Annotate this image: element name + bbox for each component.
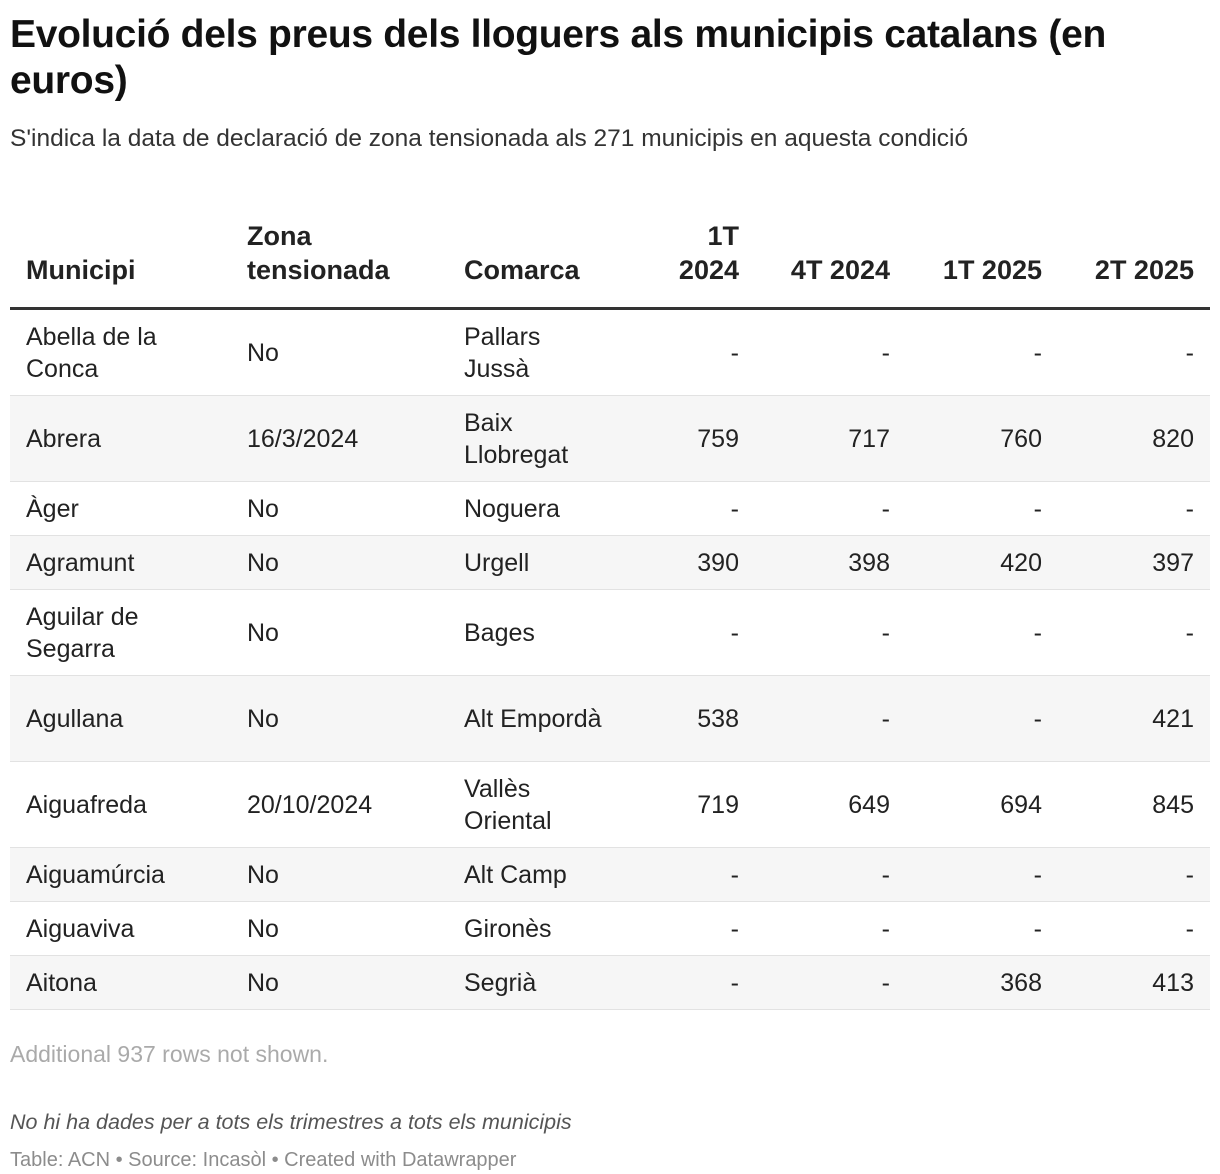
data-table: Municipi Zona tensionada Comarca 1T 2024… [10, 219, 1210, 1010]
cell-1t-2025: 694 [906, 761, 1058, 848]
cell-2t-2025: - [1058, 481, 1210, 536]
cell-1t-2024: 538 [628, 675, 755, 762]
cell-4t-2024: - [755, 901, 906, 956]
cell-municipi: Aiguamúrcia [10, 847, 231, 902]
table-row: Abrera 16/3/2024 Baix Llobregat 759 717 760 82… [10, 395, 1210, 482]
table-row: Abella de la Conca No Pallars Jussà - - - - [10, 308, 1210, 396]
cell-4t-2024: 398 [755, 535, 906, 590]
cell-zona-tensionada: 16/3/2024 [231, 395, 448, 482]
cell-4t-2024: 717 [755, 395, 906, 482]
cell-comarca: Baix Llobregat [448, 395, 628, 482]
data-note: No hi ha dades per a tots els trimestres… [10, 1110, 572, 1134]
cell-1t-2024: 390 [628, 535, 755, 590]
cell-1t-2025: - [906, 901, 1058, 956]
cell-1t-2025: - [906, 675, 1058, 762]
table-row: Aguilar de Segarra No Bages - - - - [10, 589, 1210, 676]
cell-municipi: Aiguaviva [10, 901, 231, 956]
table-row: Aiguafreda 20/10/2024 Vallès Oriental 719 64… [10, 761, 1210, 848]
source-footer: Table: ACN • Source: Incasòl • Created w… [10, 1149, 517, 1171]
cell-1t-2024: 719 [628, 761, 755, 848]
chart-subtitle: S'indica la data de declaració de zona t… [10, 125, 969, 152]
cell-4t-2024: - [755, 955, 906, 1010]
table-body: Abella de la Conca No Pallars Jussà - - - - Abr… [10, 308, 1210, 1010]
header-row: Municipi Zona tensionada Comarca 1T 2024… [10, 219, 1210, 310]
cell-comarca: Gironès [448, 901, 628, 956]
cell-municipi: Agullana [10, 675, 231, 762]
cell-1t-2025: 420 [906, 535, 1058, 590]
table-row: Aitona No Segrià - -368 413 [10, 955, 1210, 1010]
cell-1t-2024: 759 [628, 395, 755, 482]
cell-2t-2025: 845 [1058, 761, 1210, 848]
cell-zona-tensionada: No [231, 847, 448, 902]
cell-comarca: Alt Camp [448, 847, 628, 902]
column-header-4t-2024[interactable]: 4T 2024 [755, 219, 906, 310]
cell-comarca: Pallars Jussà [448, 308, 628, 396]
cell-zona-tensionada: No [231, 308, 448, 396]
cell-2t-2025: - [1058, 847, 1210, 902]
cell-municipi: Àger [10, 481, 231, 536]
table-row: Agullana No Alt Empordà 538- -421 [10, 675, 1210, 762]
chart-title: Evolució dels preus dels lloguers als mu… [10, 13, 1107, 102]
cell-2t-2025: 421 [1058, 675, 1210, 762]
cell-comarca: Bages [448, 589, 628, 676]
cell-1t-2025: - [906, 481, 1058, 536]
cell-1t-2025: - [906, 308, 1058, 396]
column-header-1t-2025[interactable]: 1T 2025 [906, 219, 1058, 310]
cell-zona-tensionada: No [231, 901, 448, 956]
cell-1t-2024: - [628, 901, 755, 956]
cell-municipi: Abella de la Conca [10, 308, 231, 396]
cell-comarca: Urgell [448, 535, 628, 590]
table-row: Agramunt No Urgell 390 398 420 397 [10, 535, 1210, 590]
cell-1t-2024: - [628, 955, 755, 1010]
cell-municipi: Aiguafreda [10, 761, 231, 848]
table-row: Aiguamúrcia No Alt Camp - - - - [10, 847, 1210, 902]
cell-comarca: Vallès Oriental [448, 761, 628, 848]
cell-4t-2024: - [755, 481, 906, 536]
cell-zona-tensionada: No [231, 955, 448, 1010]
cell-1t-2024: - [628, 308, 755, 396]
cell-1t-2025: 760 [906, 395, 1058, 482]
cell-municipi: Aitona [10, 955, 231, 1010]
cell-1t-2025: - [906, 847, 1058, 902]
rows-not-shown-note: Additional 937 rows not shown. [10, 1041, 329, 1067]
cell-comarca: Noguera [448, 481, 628, 536]
cell-2t-2025: - [1058, 308, 1210, 396]
cell-1t-2025: 368 [906, 955, 1058, 1010]
cell-zona-tensionada: No [231, 589, 448, 676]
cell-2t-2025: 820 [1058, 395, 1210, 482]
cell-zona-tensionada: 20/10/2024 [231, 761, 448, 848]
cell-zona-tensionada: No [231, 675, 448, 762]
cell-4t-2024: - [755, 847, 906, 902]
cell-4t-2024: - [755, 589, 906, 676]
cell-1t-2024: - [628, 481, 755, 536]
cell-1t-2024: - [628, 847, 755, 902]
column-header-comarca[interactable]: Comarca [448, 219, 628, 310]
column-header-2t-2025[interactable]: 2T 2025 [1058, 219, 1210, 310]
table-row: Àger No Noguera - - - - [10, 481, 1210, 536]
cell-4t-2024: 649 [755, 761, 906, 848]
cell-4t-2024: - [755, 675, 906, 762]
cell-4t-2024: - [755, 308, 906, 396]
cell-zona-tensionada: No [231, 535, 448, 590]
cell-2t-2025: - [1058, 901, 1210, 956]
cell-2t-2025: - [1058, 589, 1210, 676]
column-header-zona-tensionada[interactable]: Zona tensionada [231, 219, 448, 310]
column-header-municipi[interactable]: Municipi [10, 219, 231, 310]
cell-zona-tensionada: No [231, 481, 448, 536]
cell-1t-2025: - [906, 589, 1058, 676]
cell-municipi: Aguilar de Segarra [10, 589, 231, 676]
cell-municipi: Abrera [10, 395, 231, 482]
column-header-1t-2024[interactable]: 1T 2024 [628, 219, 755, 310]
cell-2t-2025: 397 [1058, 535, 1210, 590]
cell-2t-2025: 413 [1058, 955, 1210, 1010]
cell-comarca: Segrià [448, 955, 628, 1010]
chart-container: Evolució dels preus dels lloguers als mu… [10, 12, 1210, 1171]
cell-municipi: Agramunt [10, 535, 231, 590]
table-row: Aiguaviva No Gironès - - - - [10, 901, 1210, 956]
cell-1t-2024: - [628, 589, 755, 676]
cell-comarca: Alt Empordà [448, 675, 628, 762]
